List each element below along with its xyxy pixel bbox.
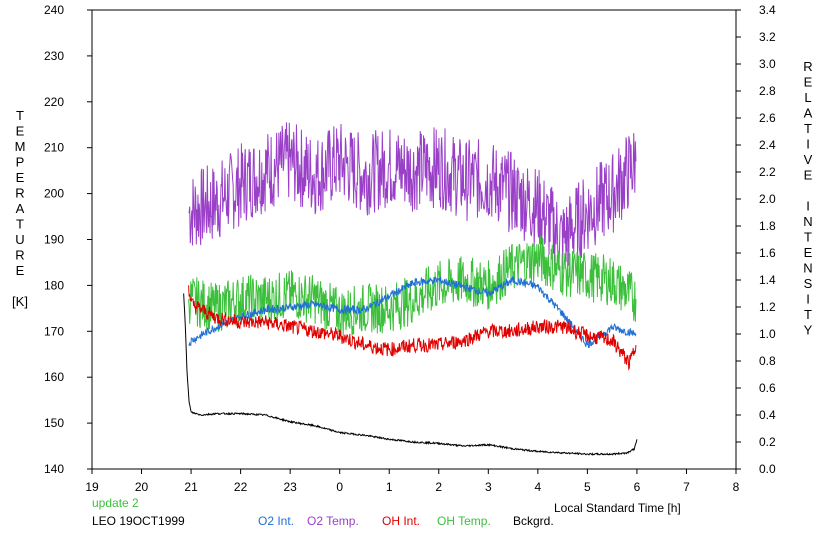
series-line-o2-int	[188, 276, 637, 349]
right-tick-label: 0.0	[759, 462, 776, 476]
left-axis-label-char: M	[15, 139, 26, 154]
left-axis-label-char: E	[16, 263, 25, 278]
legend: O2 Int. O2 Temp. OH Int. OH Temp. Bckgrd.	[258, 514, 554, 528]
x-tick-label: 23	[283, 480, 297, 494]
right-tick-label: 1.6	[759, 246, 776, 260]
left-tick-label: 160	[44, 370, 64, 384]
right-axis-label-char: V	[804, 152, 813, 167]
left-axis-label-char: R	[15, 186, 24, 201]
right-tick-label: 1.8	[759, 219, 776, 233]
left-tick-label: 140	[44, 462, 64, 476]
x-tick-label: 21	[184, 480, 198, 494]
right-tick-label: 1.4	[759, 273, 776, 287]
left-axis-label-char: U	[15, 232, 24, 247]
left-tick-label: 240	[44, 3, 64, 17]
x-tick-label: 2	[435, 480, 442, 494]
x-tick-label: 19	[85, 480, 99, 494]
legend-entry: OH Int.	[382, 514, 420, 528]
legend-entry: O2 Temp.	[307, 514, 359, 528]
series-line-oh-int	[188, 285, 637, 371]
right-axis-label-char: L	[804, 90, 811, 105]
right-tick-label: 3.2	[759, 30, 776, 44]
x-tick-label: 4	[535, 480, 542, 494]
left-axis-label-char: T	[16, 217, 24, 232]
left-axis-ticks: 140 150 160 170 180 190 200 210 220 230 240	[44, 3, 92, 476]
right-axis-label-char: I	[806, 199, 810, 214]
right-tick-label: 2.2	[759, 165, 776, 179]
right-tick-label: 2.0	[759, 192, 776, 206]
site-label: LEO 19OCT1999	[92, 514, 185, 528]
series-line-bckgrd	[183, 293, 638, 456]
right-tick-label: 0.4	[759, 408, 776, 422]
right-tick-label: 0.6	[759, 381, 776, 395]
right-axis-label-char: E	[804, 245, 813, 260]
left-axis-label-char: P	[16, 155, 25, 170]
left-tick-label: 170	[44, 324, 64, 338]
right-axis-label-char: Y	[804, 323, 813, 338]
right-tick-label: 0.2	[759, 435, 776, 449]
x-tick-label: 0	[336, 480, 343, 494]
right-axis-label-char: A	[804, 106, 813, 121]
series-line-o2-temp	[188, 122, 637, 270]
x-tick-label: 3	[485, 480, 492, 494]
x-tick-label: 8	[733, 480, 740, 494]
left-tick-label: 190	[44, 233, 64, 247]
x-axis-ticks: 19 20 21 22 23 0 1 2 3 4 5 6 7 8	[85, 469, 740, 494]
right-tick-label: 3.4	[759, 3, 776, 17]
right-axis-label-char: E	[804, 168, 813, 183]
right-axis-label-char: T	[804, 307, 812, 322]
left-tick-label: 230	[44, 49, 64, 63]
legend-entry: OH Temp.	[437, 514, 491, 528]
right-axis-label-char: T	[804, 230, 812, 245]
right-axis-label-char: S	[804, 276, 813, 291]
series-layer	[183, 122, 638, 456]
status-text: update 2	[92, 496, 139, 510]
x-tick-label: 6	[634, 480, 641, 494]
left-axis-label-char: T	[16, 108, 24, 123]
right-axis-label-char: I	[806, 292, 810, 307]
right-tick-label: 2.6	[759, 111, 776, 125]
right-axis-ticks: 0.0 0.2 0.4 0.6 0.8 1.0 1.2 1.4 1.6 1.8 2.0 2.2 2.4 2…	[736, 3, 776, 476]
legend-entry: Bckgrd.	[513, 514, 554, 528]
right-axis-label-char: T	[804, 121, 812, 136]
right-tick-label: 3.0	[759, 57, 776, 71]
left-tick-label: 210	[44, 141, 64, 155]
right-axis-label-char: E	[804, 75, 813, 90]
right-tick-label: 2.8	[759, 84, 776, 98]
right-axis-label-char: N	[803, 261, 812, 276]
left-tick-label: 220	[44, 95, 64, 109]
x-tick-label: 5	[584, 480, 591, 494]
x-tick-label: 1	[386, 480, 393, 494]
left-axis-label-char: R	[15, 248, 24, 263]
right-tick-label: 0.8	[759, 354, 776, 368]
x-tick-label: 22	[234, 480, 248, 494]
legend-entry: O2 Int.	[258, 514, 294, 528]
series-line-oh-temp	[188, 235, 637, 337]
right-axis-label-char: I	[806, 137, 810, 152]
x-tick-label: 7	[683, 480, 690, 494]
left-axis-label-char: [K]	[12, 294, 28, 309]
right-tick-label: 2.4	[759, 138, 776, 152]
left-axis-label-char: E	[16, 124, 25, 139]
left-axis-label-char: A	[16, 201, 25, 216]
right-axis-label-char: R	[803, 59, 812, 74]
right-axis-label-char: N	[803, 214, 812, 229]
x-axis-label: Local Standard Time [h]	[554, 501, 681, 515]
left-tick-label: 200	[44, 187, 64, 201]
left-tick-label: 150	[44, 416, 64, 430]
right-tick-label: 1.2	[759, 300, 776, 314]
left-axis-label-char: E	[16, 170, 25, 185]
x-tick-label: 20	[135, 480, 149, 494]
right-tick-label: 1.0	[759, 327, 776, 341]
left-tick-label: 180	[44, 278, 64, 292]
